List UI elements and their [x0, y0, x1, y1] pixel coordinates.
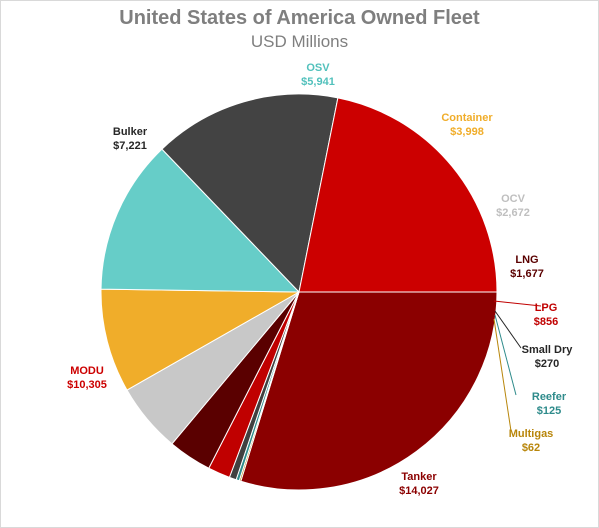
pie-slice-bulker [161, 93, 339, 294]
data-label-lng: LNG $1,677 [510, 254, 544, 280]
data-label-lpg: LPG $856 [534, 302, 558, 328]
data-label-value: $5,941 [301, 76, 335, 88]
data-label-value: $14,027 [399, 485, 439, 497]
data-label-value: $7,221 [113, 140, 147, 152]
data-label-bulker: Bulker $7,221 [113, 126, 148, 152]
data-label-modu: MODU $10,305 [67, 365, 107, 391]
leader-line-small-dry [494, 310, 522, 349]
data-label-multigas: Multigas $62 [509, 428, 554, 454]
pie-slice-modu [298, 97, 498, 293]
pie-slice-tanker [240, 291, 498, 491]
pie-slice-osv [100, 148, 301, 293]
data-label-name: MODU [70, 365, 104, 377]
data-label-container: Container $3,998 [441, 112, 493, 138]
data-label-ocv: OCV $2,672 [496, 193, 530, 219]
leader-line-multigas [493, 318, 512, 432]
data-label-value: $2,672 [496, 207, 530, 219]
data-label-tanker: Tanker $14,027 [399, 471, 439, 497]
data-label-name: Small Dry [522, 344, 574, 356]
data-label-value: $125 [537, 405, 561, 417]
data-label-reefer: Reefer $125 [532, 391, 567, 417]
data-label-name: LPG [535, 302, 558, 314]
data-label-value: $3,998 [450, 126, 484, 138]
data-label-value: $62 [522, 442, 540, 454]
data-label-name: OCV [501, 193, 526, 205]
chart-subtitle: USD Millions [250, 32, 349, 51]
data-label-name: OSV [306, 62, 330, 74]
leader-line-lpg [493, 300, 542, 307]
data-label-name: LNG [515, 254, 538, 266]
chart-title: United States of America Owned Fleet [119, 7, 480, 29]
pie-slice-container [100, 288, 301, 391]
data-label-value: $1,677 [510, 268, 544, 280]
data-label-name: Multigas [509, 428, 554, 440]
data-label-value: $270 [535, 358, 559, 370]
data-label-name: Bulker [113, 126, 148, 138]
leader-line-reefer [494, 314, 517, 396]
data-label-small-dry: Small Dry $270 [522, 344, 574, 370]
data-label-name: Reefer [532, 391, 567, 403]
data-label-name: Tanker [401, 471, 437, 483]
data-label-name: Container [441, 112, 493, 124]
data-label-value: $856 [534, 316, 558, 328]
data-label-osv: OSV $5,941 [301, 62, 335, 88]
data-label-value: $10,305 [67, 379, 107, 391]
